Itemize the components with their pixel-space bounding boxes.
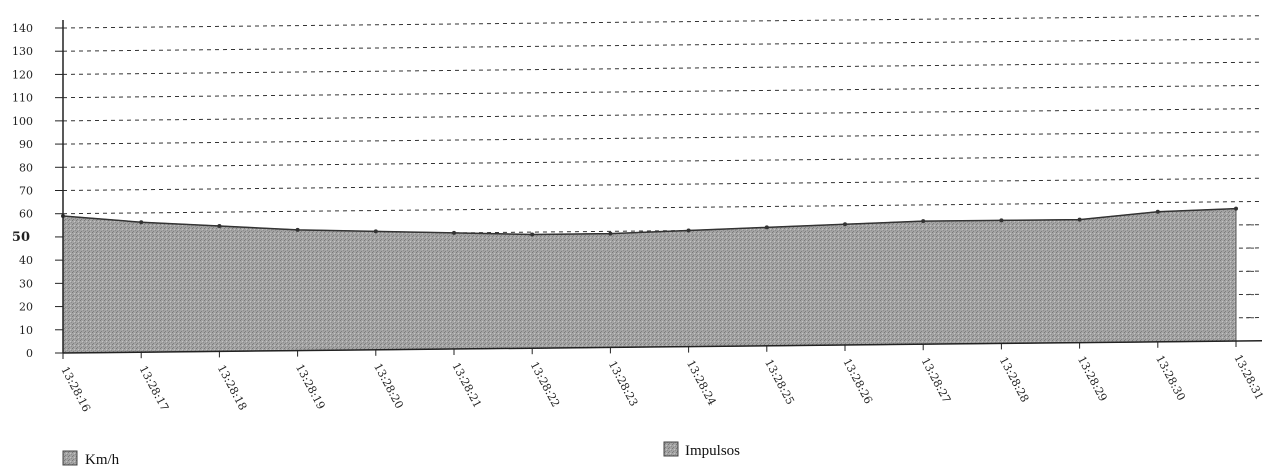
x-tick-label: 13:28:31 [1231, 352, 1266, 402]
data-point [295, 227, 300, 232]
x-tick-label: 13:28:22 [528, 360, 563, 410]
y-tick-label: 120 [12, 68, 33, 81]
legend-label-impulsos: Impulsos [685, 443, 740, 459]
x-tick-label: 13:28:24 [684, 358, 719, 408]
data-point [139, 220, 144, 225]
y-tick-label: 50 [12, 230, 30, 245]
legend: Km/h Impulsos [62, 441, 740, 468]
x-tick-label: 13:28:20 [371, 361, 406, 411]
data-point [1234, 206, 1238, 211]
grid-line [62, 15, 1263, 29]
x-tick-label: 13:28:26 [840, 356, 875, 406]
x-tick-label: 13:28:23 [606, 359, 641, 409]
legend-swatch-impulsos [663, 441, 679, 457]
data-point [764, 225, 769, 230]
legend-item-impulsos[interactable]: Impulsos [663, 441, 740, 459]
x-tick-label: 13:28:17 [137, 364, 172, 414]
x-tick-label: 13:28:19 [293, 362, 328, 412]
series-area [61, 206, 1256, 354]
x-tick-label: 13:28:18 [215, 363, 250, 413]
x-axis-ticks: 13:28:16 13:28:17 13:28:18 13:28:19 13:28:20… [58, 341, 1266, 414]
x-tick-label: 13:28:30 [1153, 353, 1188, 403]
y-tick-label: 80 [19, 161, 33, 174]
x-axis-line [62, 339, 1263, 354]
y-tick-label: 110 [12, 92, 33, 105]
legend-swatch-kmh [62, 450, 78, 466]
y-tick-label: 30 [19, 277, 33, 290]
grid-line [62, 177, 1263, 191]
data-point [1077, 217, 1082, 222]
y-tick-label: 40 [19, 254, 33, 267]
y-axis-ticks: 0 10 20 30 40 50 60 70 80 90 100 110 120 130 140 [12, 22, 63, 360]
y-tick-label: 0 [26, 347, 33, 360]
x-tick-label: 13:28:29 [1075, 354, 1110, 404]
y-tick-label: 10 [19, 324, 33, 337]
y-tick-label: 130 [12, 45, 33, 58]
data-point [999, 218, 1004, 223]
grid-line [62, 61, 1263, 75]
legend-item-kmh[interactable]: Km/h [62, 450, 120, 468]
data-point [452, 230, 456, 235]
x-tick-label: 13:28:25 [762, 357, 797, 407]
series-line [62, 207, 1237, 236]
grid-line [62, 154, 1263, 168]
y-tick-label: 100 [12, 115, 33, 128]
y-tick-label: 70 [19, 185, 33, 198]
legend-label-kmh: Km/h [85, 452, 120, 468]
grid-line [62, 84, 1263, 99]
y-tick-label: 140 [12, 22, 33, 35]
data-point [530, 232, 535, 237]
y-tick-label: 90 [19, 138, 33, 151]
grid-line [62, 38, 1263, 52]
y-tick-label: 60 [19, 208, 33, 221]
data-point [843, 222, 847, 227]
x-tick-label: 13:28:16 [58, 364, 93, 414]
data-point [921, 219, 926, 224]
data-point [608, 231, 613, 236]
series-area-fill [62, 208, 1237, 354]
axes [62, 20, 1263, 354]
data-point [217, 224, 222, 229]
grid-line [62, 108, 1263, 122]
x-tick-label: 13:28:28 [997, 355, 1032, 405]
data-point [686, 228, 691, 233]
grid-line [62, 131, 1263, 145]
grid-line [62, 200, 1263, 215]
x-tick-label: 13:28:27 [919, 356, 954, 406]
data-point [1155, 209, 1160, 214]
y-tick-label: 20 [19, 301, 33, 314]
x-tick-label: 13:28:21 [449, 360, 484, 410]
data-point [373, 229, 378, 234]
